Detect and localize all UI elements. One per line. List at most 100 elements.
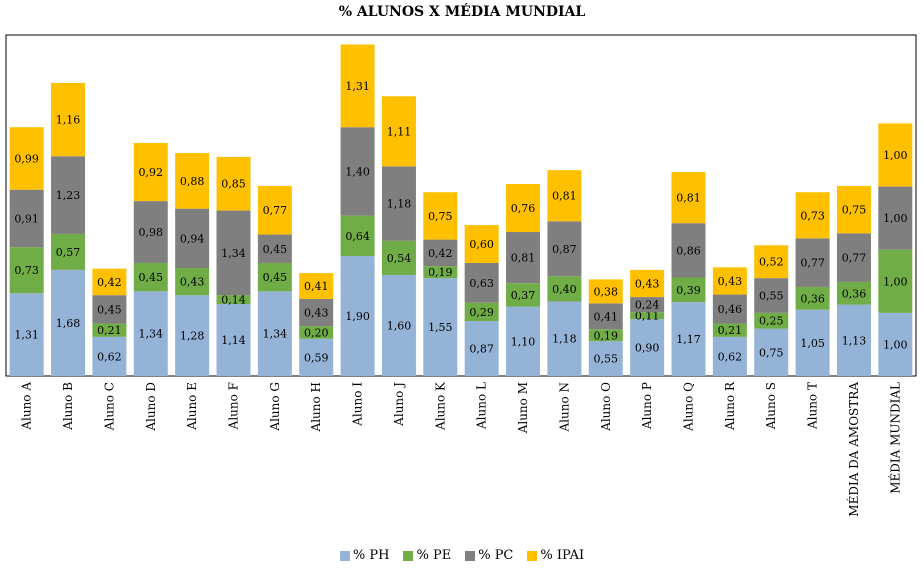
bar-segment: [712, 267, 747, 295]
data-label: 0,85: [221, 178, 246, 191]
data-label: 1,18: [552, 333, 577, 346]
data-label: 1,00: [883, 338, 908, 351]
bar-segment: [630, 319, 665, 376]
bar-segment: [423, 192, 458, 240]
bar-segment: [9, 127, 44, 190]
data-label: 1,16: [56, 114, 81, 127]
x-tick-label: Aluno G: [268, 382, 282, 432]
bar-segment: [133, 142, 168, 202]
x-tick-label: Aluno Q: [682, 382, 696, 432]
bar-segment: [836, 281, 871, 305]
bar-segment: [423, 278, 458, 376]
legend-label: % PE: [416, 548, 452, 563]
bar-segment: [51, 269, 86, 376]
bar-segment: [712, 323, 747, 337]
data-label: 1,00: [883, 212, 908, 225]
data-label: 0,92: [139, 166, 164, 179]
bar-segment: [133, 291, 168, 376]
data-label: 0,81: [552, 190, 577, 203]
data-label: 0,86: [676, 244, 701, 257]
data-label: 0,54: [387, 252, 412, 265]
data-label: 0,87: [552, 243, 577, 256]
data-label: 0,43: [635, 277, 660, 290]
chart-title: % ALUNOS X MÉDIA MUNDIAL: [338, 4, 586, 20]
bar-segment: [795, 309, 830, 376]
bar-segment: [340, 256, 375, 376]
bar-segment: [51, 233, 86, 270]
data-label: 0,41: [594, 310, 619, 323]
data-label: 1,34: [263, 328, 288, 341]
data-label: 0,24: [635, 299, 660, 312]
bar-segment: [547, 170, 582, 222]
bar-segment: [175, 208, 210, 269]
data-label: 0,43: [180, 276, 205, 289]
data-label: 0,57: [56, 246, 81, 259]
bar-segment: [671, 223, 706, 278]
bar-segment: [9, 293, 44, 376]
data-label: 0,21: [718, 324, 743, 337]
data-label: 0,46: [718, 303, 743, 316]
bar-segment: [878, 249, 913, 313]
bar-segment: [588, 341, 623, 376]
data-label: 0,77: [842, 252, 867, 265]
bar-segment: [9, 189, 44, 248]
x-tick-label: Aluno F: [227, 382, 241, 430]
data-label: 0,91: [14, 212, 39, 225]
bar-segment: [299, 326, 334, 339]
data-label: 1,90: [345, 310, 370, 323]
data-label: 0,29: [469, 306, 494, 319]
data-label: 0,20: [304, 326, 329, 339]
bar-segment: [51, 82, 86, 157]
data-label: 1,31: [345, 80, 370, 93]
bar-segment: [340, 215, 375, 257]
bar-segment: [506, 283, 541, 307]
bar-segment: [547, 276, 582, 302]
x-tick-label: Aluno L: [475, 382, 489, 430]
bar-segment: [878, 186, 913, 250]
data-label: 0,55: [759, 289, 784, 302]
bar-segment: [92, 323, 127, 337]
legend-item: % PE: [403, 548, 451, 563]
bar-segment: [630, 269, 665, 298]
x-tick-label: MÉDIA MUNDIAL: [887, 382, 902, 494]
bar-segment: [175, 153, 210, 209]
data-label: 0,39: [676, 284, 701, 297]
bar-segment: [216, 295, 251, 305]
data-label: 0,19: [594, 329, 619, 342]
x-tick-label: Aluno D: [144, 382, 158, 432]
bar-segment: [464, 321, 499, 376]
legend-item: % PH: [339, 548, 389, 563]
bar-segment: [630, 297, 665, 313]
x-tick-label: Aluno H: [309, 382, 323, 432]
bar-segment: [878, 312, 913, 376]
bar-segment: [547, 301, 582, 376]
data-label: 0,64: [345, 230, 370, 243]
data-label: 0,19: [428, 266, 453, 279]
bar-segment: [216, 156, 251, 211]
bar-segment: [51, 156, 86, 234]
data-label: 0,81: [511, 252, 536, 265]
data-label: 0,73: [14, 264, 39, 277]
data-label: 0,43: [718, 275, 743, 288]
data-label: 1,05: [800, 337, 825, 350]
data-label: 0,88: [180, 175, 205, 188]
data-label: 1,18: [387, 198, 412, 211]
data-label: 0,36: [842, 287, 867, 300]
x-tick-label: Aluno N: [557, 382, 571, 433]
x-tick-label: Aluno P: [640, 382, 654, 430]
bar-segment: [754, 245, 789, 279]
bar-segment: [340, 44, 375, 128]
data-label: 0,14: [221, 294, 246, 307]
bar-segment: [754, 312, 789, 329]
bar-segment: [9, 247, 44, 294]
bar-segment: [795, 238, 830, 287]
bar-segment: [588, 279, 623, 304]
data-label: 0,77: [263, 204, 288, 217]
data-label: 1,00: [883, 149, 908, 162]
data-label: 0,63: [469, 277, 494, 290]
data-label: 0,21: [97, 324, 122, 337]
bar-segment: [754, 278, 789, 313]
bar-segment: [92, 336, 127, 376]
bar-segment: [299, 338, 334, 376]
legend-swatch: [339, 550, 350, 561]
